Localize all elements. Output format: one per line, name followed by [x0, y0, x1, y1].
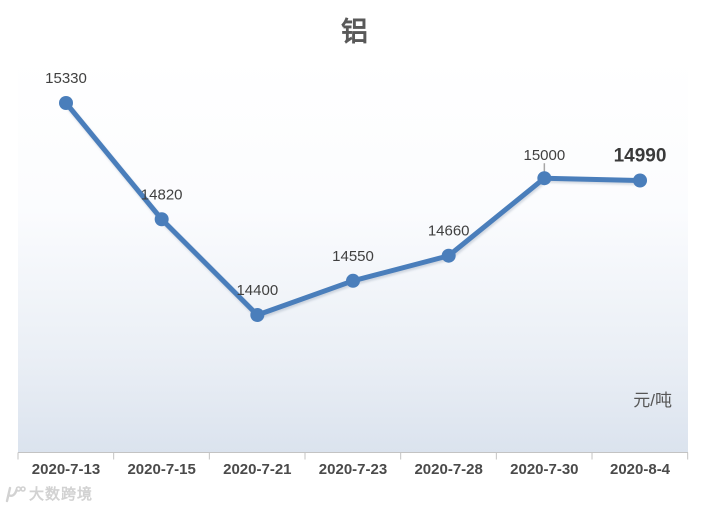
- unit-label: 元/吨: [633, 391, 672, 410]
- data-point-marker: [633, 173, 648, 188]
- data-point-marker: [250, 308, 265, 322]
- watermark-logo-icon: [5, 485, 26, 502]
- data-point-marker: [537, 171, 552, 186]
- data-point-marker: [59, 96, 73, 110]
- x-axis-label: 2020-7-13: [31, 461, 101, 478]
- data-label: 14400: [236, 282, 278, 299]
- x-axis-label: 2020-7-28: [414, 461, 483, 478]
- data-point-marker: [346, 273, 361, 288]
- data-point-marker: [441, 248, 456, 263]
- x-axis-label: 2020-7-15: [127, 461, 196, 478]
- data-label: 15330: [45, 70, 87, 87]
- x-axis-label: 2020-7-23: [318, 461, 388, 478]
- x-axis-label: 2020-7-21: [223, 461, 292, 478]
- data-label: 15000: [523, 147, 565, 164]
- x-axis-label: 2020-8-4: [609, 461, 671, 478]
- chart-title: 铝: [341, 17, 369, 47]
- data-label-emphasized: 14990: [614, 146, 667, 167]
- data-label: 14660: [428, 223, 470, 240]
- watermark: 大数跨境: [4, 483, 93, 504]
- watermark-text: 大数跨境: [29, 486, 94, 503]
- x-axis-label: 2020-7-30: [510, 461, 579, 478]
- data-point-marker: [154, 212, 169, 227]
- x-axis: 2020-7-13 2020-7-15 2020-7-21 2020-7-23 2020…: [0, 461, 710, 481]
- data-label: 14820: [141, 186, 183, 203]
- data-label: 14550: [332, 248, 374, 265]
- plot-area: [18, 57, 688, 452]
